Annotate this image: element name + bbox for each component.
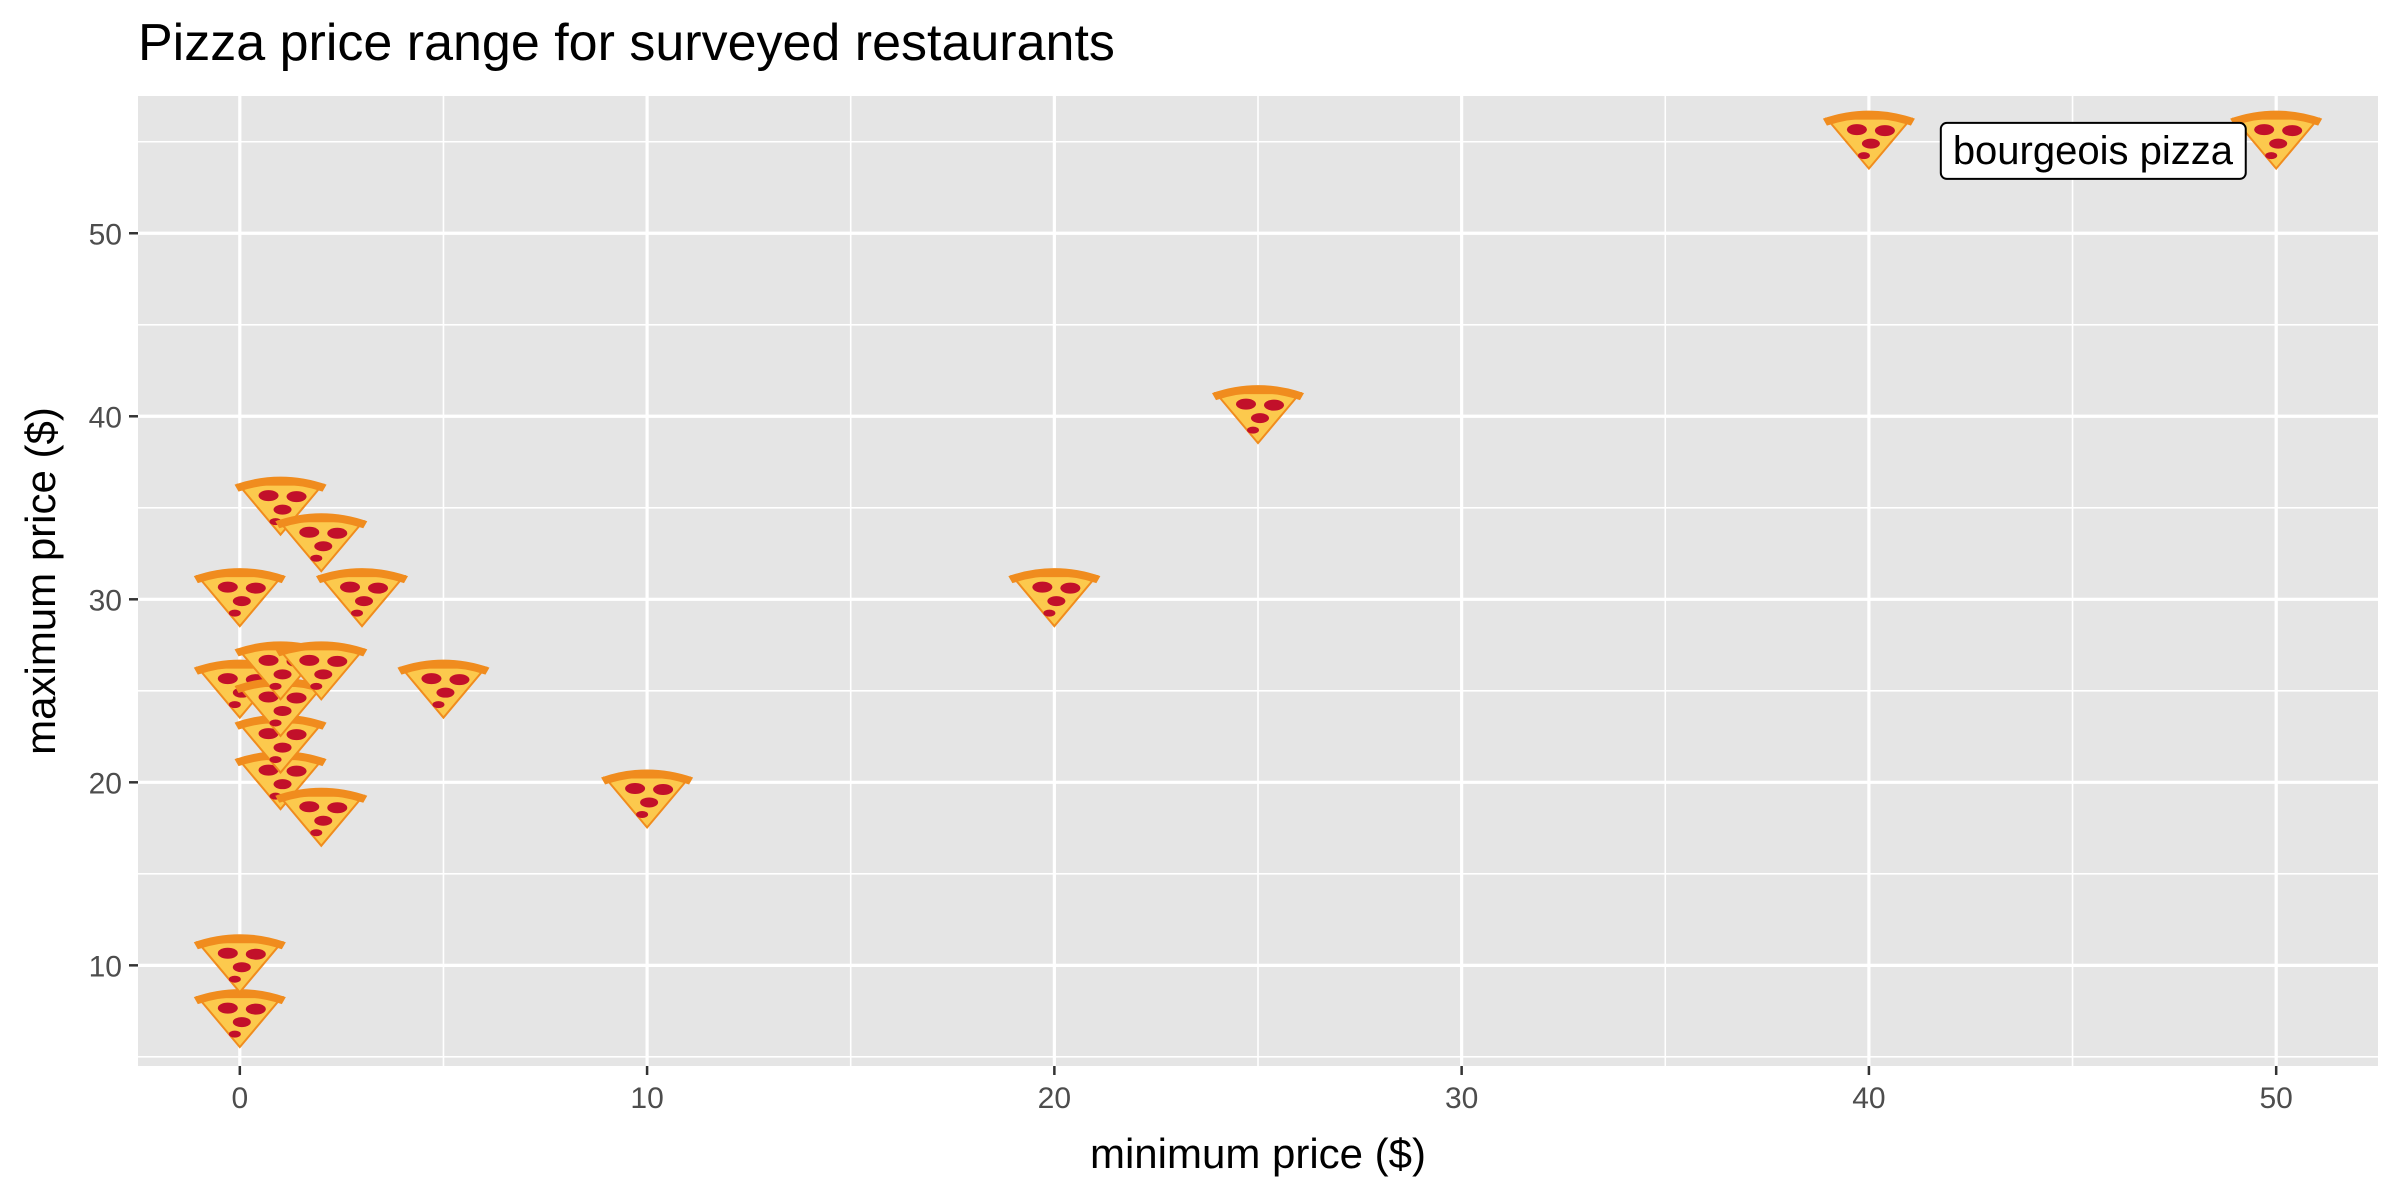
y-tick-label: 20: [89, 767, 122, 800]
y-tick-label: 50: [89, 218, 122, 251]
pizza-slice-icon: [316, 568, 408, 628]
pizza-slice-icon: [193, 989, 286, 1049]
x-axis-title: minimum price ($): [1090, 1130, 1426, 1177]
annotations: bourgeois pizza: [1939, 121, 2247, 180]
pizza-slice-icon: [275, 513, 368, 573]
annotation-box: [1939, 121, 2247, 180]
pizza-slice-icon: [275, 787, 368, 848]
pizza-slice-icon: [193, 934, 286, 994]
pizza-slice-icon: [234, 476, 327, 537]
chart-title: Pizza price range for surveyed restauran…: [138, 14, 1115, 72]
pizza-slice-icon: [601, 769, 694, 830]
pizza-slice-icon: [275, 641, 368, 701]
pizza-slice-icon: [1212, 385, 1304, 445]
data-points: [193, 110, 2323, 1049]
y-tick-label: 30: [89, 584, 122, 617]
pizza-slice-icon: [1008, 568, 1101, 628]
pizza-slice-icon: [397, 659, 490, 720]
pizza-slice-icon: [234, 714, 327, 775]
y-tick-label: 10: [89, 950, 122, 983]
annotation-text: bourgeois pizza: [1953, 129, 2234, 173]
x-tick-label: 30: [1445, 1082, 1478, 1115]
y-tick-label: 40: [89, 401, 122, 434]
y-axis-title: maximum price ($): [17, 407, 64, 755]
x-tick-label: 0: [231, 1082, 248, 1115]
x-tick-label: 20: [1038, 1082, 1071, 1115]
axes: 0 10 20 30 40 50 10 20 30 40 50: [89, 218, 2293, 1115]
pizza-slice-icon: [193, 568, 286, 628]
pizza-slice-icon: [1822, 110, 1915, 171]
pizza-slice-icon: [2230, 110, 2323, 171]
annotation-label: bourgeois pizza: [1939, 121, 2247, 180]
x-tick-label: 50: [2259, 1082, 2292, 1115]
x-tick-label: 40: [1852, 1082, 1885, 1115]
x-tick-label: 10: [630, 1082, 663, 1115]
